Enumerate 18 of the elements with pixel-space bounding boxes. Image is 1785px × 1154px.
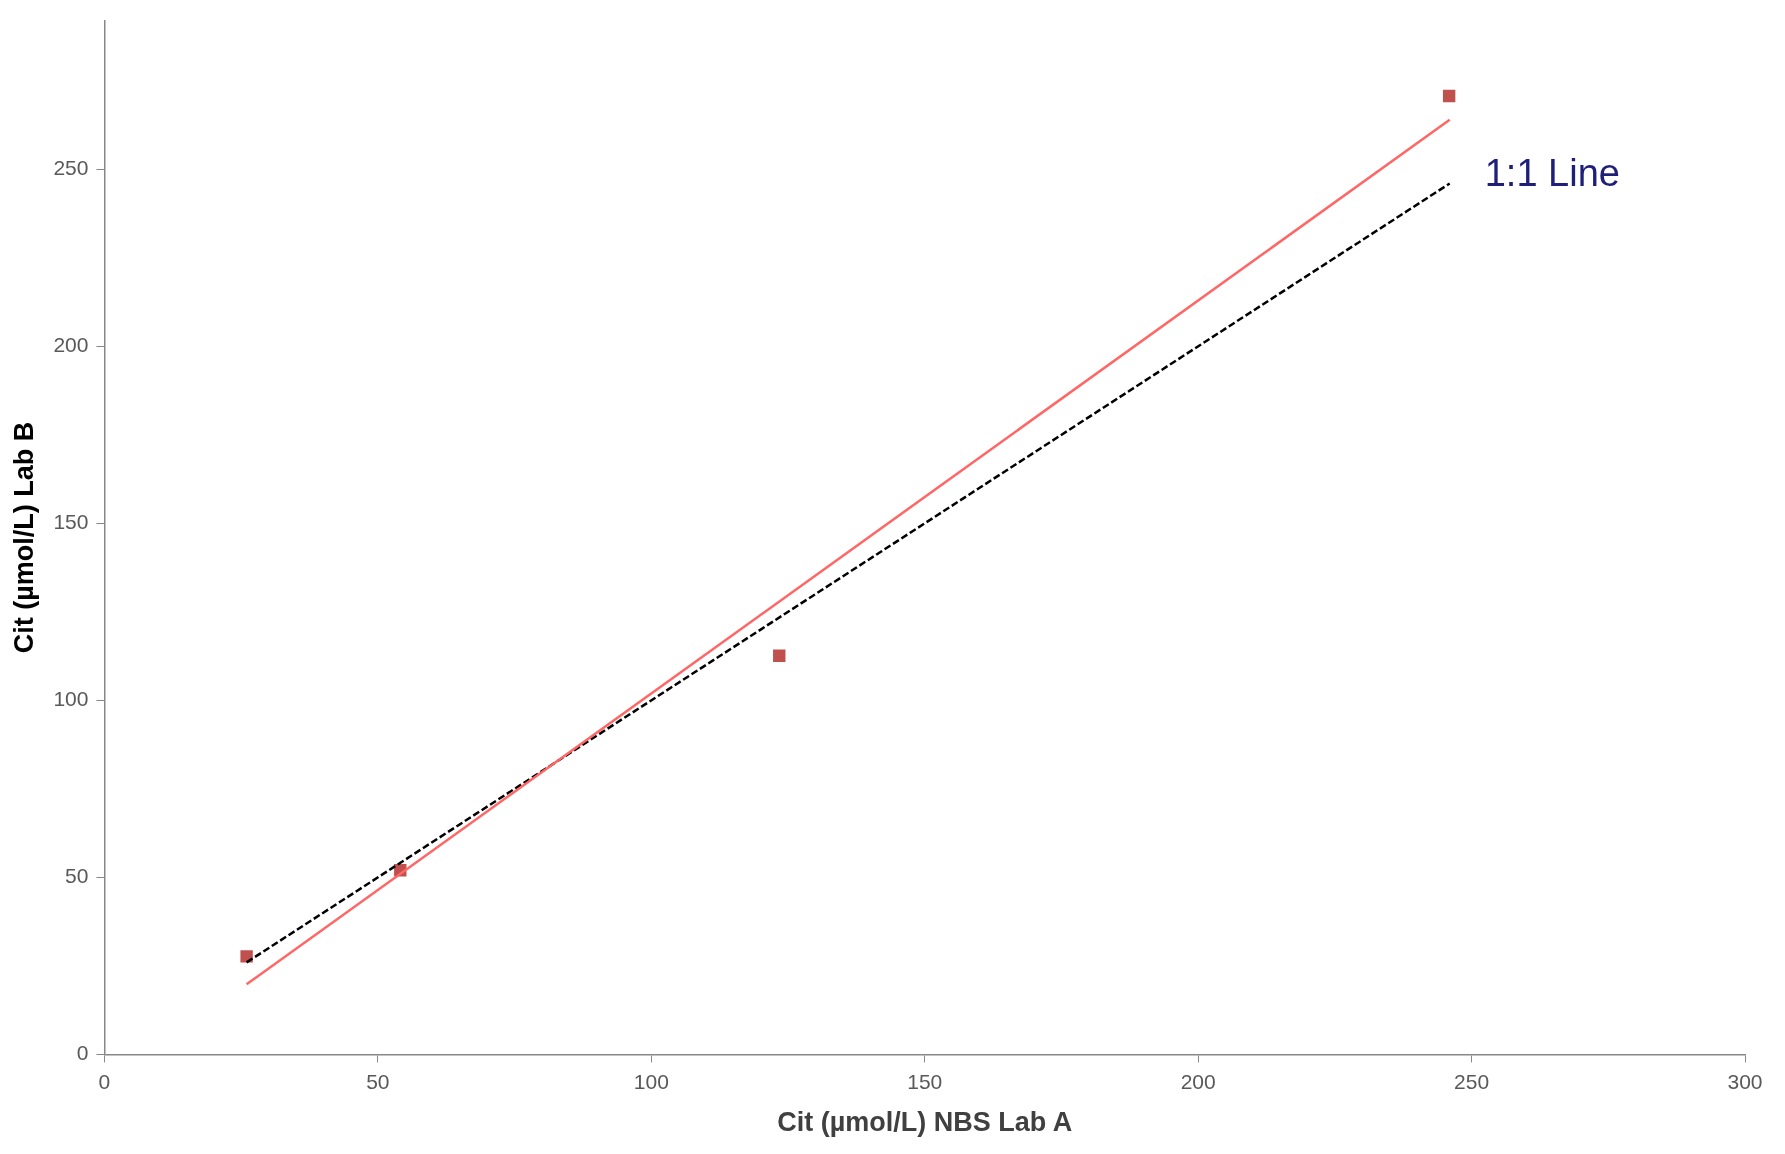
x-tick-label: 0	[98, 1069, 111, 1093]
annotation: 1:1 Line	[1484, 151, 1620, 194]
y-tick-label: 0	[76, 1041, 89, 1065]
x-tick-label: 250	[1454, 1069, 1490, 1093]
x-tick-label: 100	[633, 1069, 669, 1093]
y-axis-title: Cit (µmol/L) Lab B	[8, 421, 39, 654]
point	[1442, 89, 1456, 103]
x-tick-label: 300	[1727, 1069, 1763, 1093]
x-tick-label: 150	[907, 1069, 943, 1093]
x-tick-label: 50	[366, 1069, 390, 1093]
x-axis-title: Cit (µmol/L) NBS Lab A	[777, 1107, 1073, 1138]
y-tick-label: 100	[53, 687, 89, 711]
y-tick-label: 250	[53, 156, 89, 180]
y-tick-label: 200	[53, 333, 89, 357]
point	[773, 649, 786, 662]
y-tick-label: 50	[65, 864, 89, 888]
x-tick-label: 200	[1180, 1069, 1216, 1093]
y-tick-label: 150	[53, 510, 89, 534]
